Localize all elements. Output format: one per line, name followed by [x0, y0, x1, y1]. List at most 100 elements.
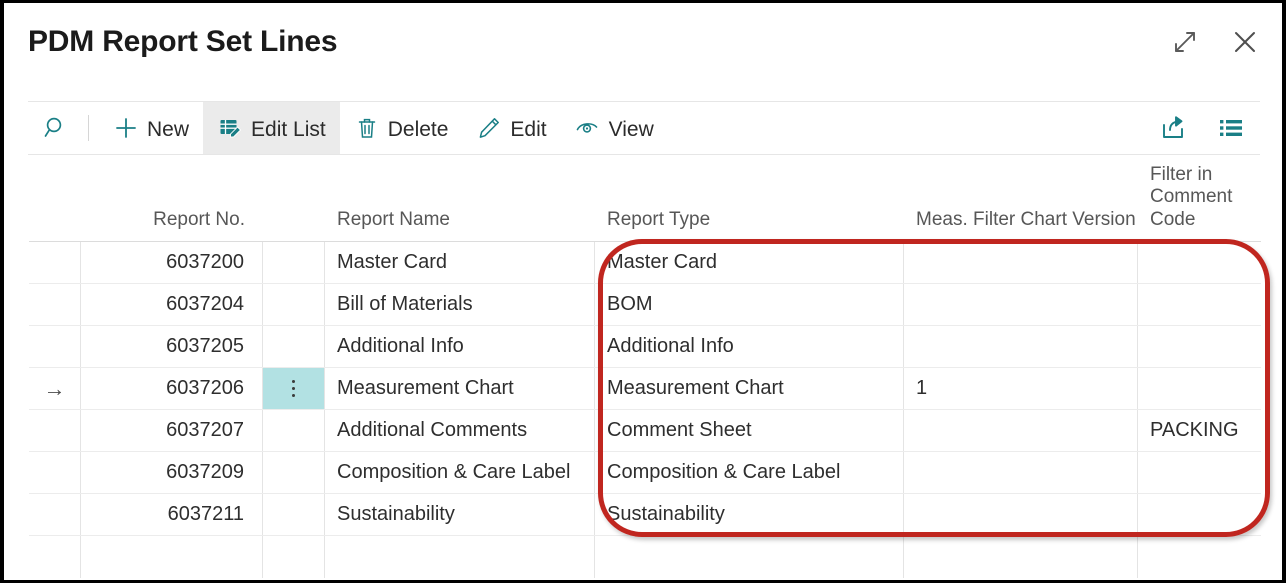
cell-report-name[interactable]: Measurement Chart	[325, 368, 595, 409]
cell-filter-in-comment-code[interactable]	[1138, 284, 1261, 325]
column-header-report-no[interactable]: Report No.	[153, 208, 245, 230]
delete-button-label: Delete	[387, 117, 449, 141]
row-more-options-cell[interactable]	[263, 494, 325, 535]
row-more-options-cell[interactable]	[263, 536, 325, 578]
table-row[interactable]: → 6037206 Measurement Chart Measurement Cha…	[29, 368, 1261, 410]
share-export-icon[interactable]	[1158, 113, 1188, 143]
row-more-options-cell[interactable]	[263, 242, 325, 283]
page-title: PDM Report Set Lines	[28, 25, 338, 58]
row-indicator	[29, 242, 81, 283]
row-indicator: →	[29, 368, 81, 409]
view-button-label: View	[608, 117, 654, 141]
column-header-dots	[263, 231, 325, 241]
window-title-bar: PDM Report Set Lines	[4, 3, 1282, 99]
row-indicator	[29, 326, 81, 367]
cell-filter-in-comment-code[interactable]	[1138, 242, 1261, 283]
row-indicator	[29, 536, 81, 578]
row-more-options-cell[interactable]	[263, 326, 325, 367]
cell-filter-in-comment-code[interactable]	[1138, 536, 1261, 578]
cell-report-no[interactable]: 6037200	[81, 242, 263, 283]
eye-icon	[575, 115, 601, 141]
cell-report-name[interactable]	[325, 536, 595, 578]
cell-meas-filter-chart-version[interactable]	[904, 284, 1138, 325]
column-header-indicator	[29, 231, 81, 241]
window-controls	[1166, 23, 1264, 61]
pencil-icon	[476, 115, 502, 141]
cell-report-type[interactable]: Measurement Chart	[595, 368, 904, 409]
search-icon[interactable]	[28, 102, 84, 154]
plus-icon	[113, 115, 139, 141]
row-indicator	[29, 494, 81, 535]
cell-meas-filter-chart-version[interactable]	[904, 326, 1138, 367]
edit-list-button[interactable]: Edit List	[203, 102, 340, 154]
cell-report-name[interactable]: Bill of Materials	[325, 284, 595, 325]
close-icon[interactable]	[1226, 23, 1264, 61]
row-more-options-cell[interactable]	[263, 410, 325, 451]
row-more-options-cell[interactable]	[263, 368, 325, 409]
cell-filter-in-comment-code[interactable]	[1138, 452, 1261, 493]
view-button[interactable]: View	[561, 102, 668, 154]
cell-report-type[interactable]: Sustainability	[595, 494, 904, 535]
column-header-meas-filter-chart-version[interactable]: Meas. Filter Chart Version	[916, 208, 1136, 230]
cell-report-name[interactable]: Composition & Care Label	[325, 452, 595, 493]
cell-filter-in-comment-code[interactable]	[1138, 368, 1261, 409]
current-row-arrow-icon: →	[43, 375, 66, 401]
table-row[interactable]: 6037204 Bill of Materials BOM	[29, 284, 1261, 326]
cell-meas-filter-chart-version[interactable]	[904, 242, 1138, 283]
cell-report-no[interactable]: 6037207	[81, 410, 263, 451]
cell-report-no[interactable]: 6037204	[81, 284, 263, 325]
cell-report-no[interactable]: 6037209	[81, 452, 263, 493]
row-more-options-cell[interactable]	[263, 452, 325, 493]
edit-list-icon	[217, 115, 243, 141]
cell-filter-in-comment-code[interactable]	[1138, 326, 1261, 367]
cell-report-name[interactable]: Sustainability	[325, 494, 595, 535]
cell-meas-filter-chart-version[interactable]	[904, 452, 1138, 493]
row-indicator	[29, 452, 81, 493]
edit-button-label: Edit	[510, 117, 547, 141]
cell-meas-filter-chart-version[interactable]	[904, 494, 1138, 535]
table-row[interactable]: 6037209 Composition & Care Label Compositi…	[29, 452, 1261, 494]
cell-report-no[interactable]	[81, 536, 263, 578]
table-row[interactable]: 6037207 Additional Comments Comment Sheet P…	[29, 410, 1261, 452]
cell-report-no[interactable]: 6037206	[81, 368, 263, 409]
cell-report-no[interactable]: 6037211	[81, 494, 263, 535]
table-row[interactable]	[29, 536, 1261, 578]
cell-filter-in-comment-code[interactable]	[1138, 494, 1261, 535]
table-row[interactable]: 6037211 Sustainability Sustainability	[29, 494, 1261, 536]
cell-report-type[interactable]: Additional Info	[595, 326, 904, 367]
cell-report-name[interactable]: Additional Info	[325, 326, 595, 367]
cell-report-type[interactable]	[595, 536, 904, 578]
trash-icon	[354, 115, 380, 141]
delete-button[interactable]: Delete	[340, 102, 463, 154]
cell-meas-filter-chart-version[interactable]	[904, 536, 1138, 578]
table-row[interactable]: 6037200 Master Card Master Card	[29, 242, 1261, 284]
new-button-label: New	[147, 117, 190, 141]
report-lines-grid: Report No. Report Name Report Type Meas.…	[29, 158, 1261, 578]
grid-body: 6037200 Master Card Master Card 6037204 Bill…	[29, 241, 1261, 578]
edit-button[interactable]: Edit	[462, 102, 560, 154]
row-more-options-cell[interactable]	[263, 284, 325, 325]
cell-report-type[interactable]: Composition & Care Label	[595, 452, 904, 493]
column-header-report-name[interactable]: Report Name	[337, 208, 450, 230]
list-options-icon[interactable]	[1216, 113, 1246, 143]
column-header-filter-in-comment-code[interactable]: Filter in Comment Code	[1150, 163, 1233, 230]
cell-meas-filter-chart-version[interactable]: 1	[904, 368, 1138, 409]
vertical-ellipsis-icon[interactable]	[292, 380, 295, 397]
cell-report-type[interactable]: BOM	[595, 284, 904, 325]
cell-meas-filter-chart-version[interactable]	[904, 410, 1138, 451]
edit-list-button-label: Edit List	[251, 117, 326, 141]
cell-filter-in-comment-code[interactable]: PACKING	[1150, 419, 1239, 441]
table-row[interactable]: 6037205 Additional Info Additional Info	[29, 326, 1261, 368]
column-header-report-type[interactable]: Report Type	[607, 208, 711, 230]
new-button[interactable]: New	[99, 102, 203, 154]
cell-report-name[interactable]: Master Card	[325, 242, 595, 283]
expand-diagonal-icon[interactable]	[1166, 23, 1204, 61]
grid-header-row: Report No. Report Name Report Type Meas.…	[29, 158, 1261, 241]
action-toolbar: New Edit List	[28, 101, 1260, 155]
cell-report-no[interactable]: 6037205	[81, 326, 263, 367]
cell-report-type[interactable]: Master Card	[595, 242, 904, 283]
cell-report-type[interactable]: Comment Sheet	[595, 410, 904, 451]
row-indicator	[29, 410, 81, 451]
cell-report-name[interactable]: Additional Comments	[325, 410, 595, 451]
